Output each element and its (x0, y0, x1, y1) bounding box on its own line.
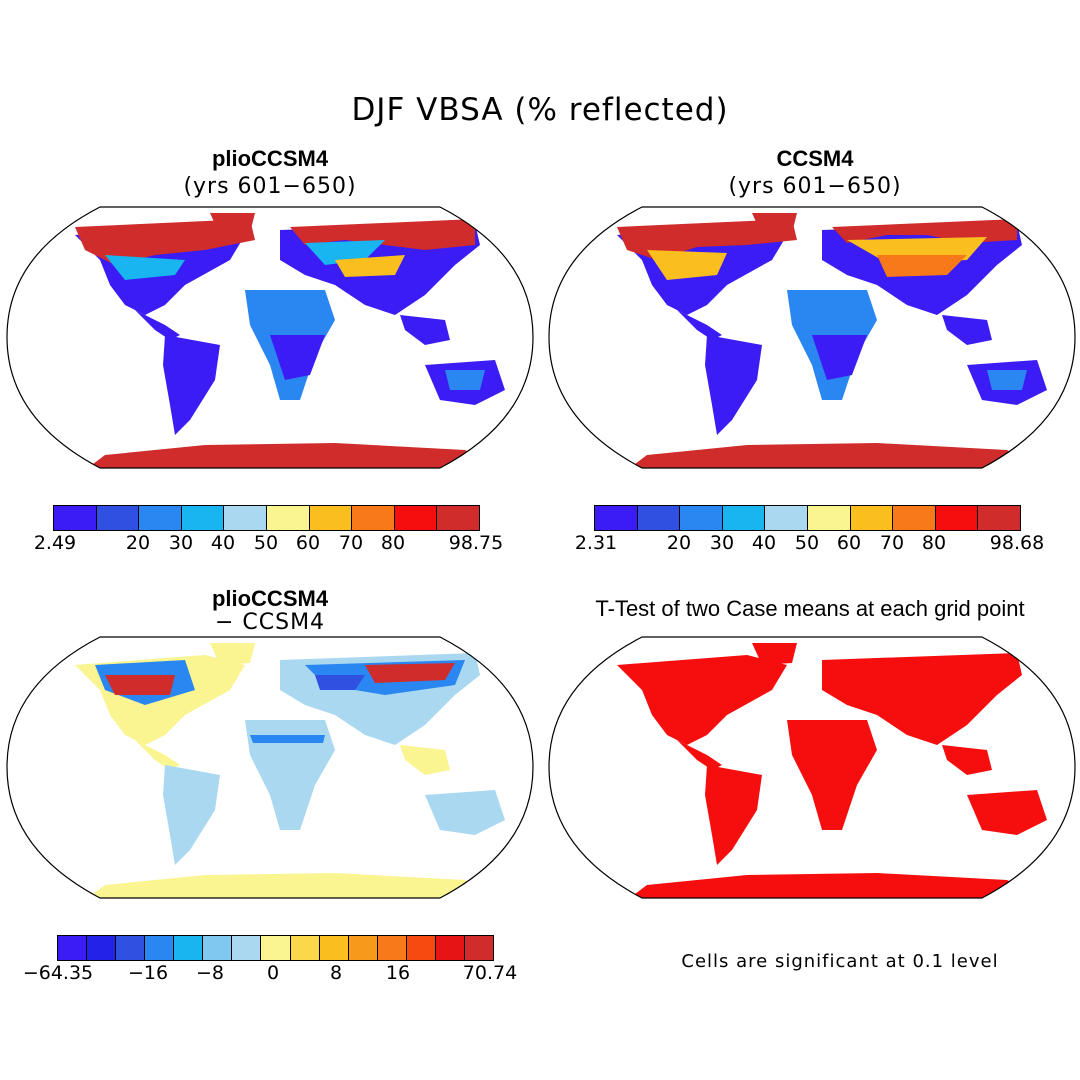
colorbar-tick: 0 (266, 962, 280, 984)
colorbar-cell (203, 936, 233, 960)
colorbar-tick: 60 (295, 532, 321, 554)
colorbar-tick: 2.49 (33, 532, 77, 554)
colorbar-tick: 40 (751, 532, 777, 554)
panel-subtitle-diff: − CCSM4 (214, 610, 326, 635)
colorbar-tick: 60 (836, 532, 862, 554)
colorbar-cell (266, 506, 310, 530)
colorbar-cell (435, 936, 465, 960)
panel-title-ccsm: CCSM4 (776, 146, 854, 171)
colorbar-tick: 16 (385, 962, 411, 984)
colorbar-cell (377, 936, 407, 960)
colorbar-cell (58, 936, 88, 960)
panel-title-plio: plioCCSM4 (211, 146, 329, 171)
colorbar-tick: 30 (709, 532, 735, 554)
colorbar-cell (893, 506, 936, 530)
colorbar-cell (595, 506, 638, 530)
colorbar-tick: 20 (666, 532, 692, 554)
colorbar-cell (464, 936, 493, 960)
colorbar-cell (181, 506, 225, 530)
colorbar-cell (680, 506, 723, 530)
colorbar-tick: −8 (195, 962, 225, 984)
colorbar-tick: −64.35 (22, 962, 94, 984)
colorbar-cell (978, 506, 1020, 530)
colorbar-ccsm (594, 505, 1021, 531)
panel-title-diff: plioCCSM4 (211, 586, 329, 611)
figure-title: DJF VBSA (% reflected) (351, 92, 729, 128)
colorbar-cell (352, 506, 395, 530)
colorbar-cell (722, 506, 766, 530)
colorbar-tick: 40 (210, 532, 236, 554)
panel-subtitle-ccsm: (yrs 601−650) (728, 174, 902, 199)
colorbar-tick: 50 (253, 532, 279, 554)
colorbar-tick: 70 (338, 532, 364, 554)
colorbar-tick: −16 (127, 962, 169, 984)
colorbar-tick: 2.31 (574, 532, 618, 554)
map-ccsm (548, 206, 1076, 469)
colorbar-cell (174, 936, 204, 960)
colorbar-cell (406, 936, 436, 960)
colorbar-cell (765, 506, 808, 530)
colorbar-cell (319, 936, 349, 960)
colorbar-cell (437, 506, 479, 530)
map-ttest (548, 636, 1076, 899)
colorbar-cell (935, 506, 979, 530)
colorbar-tick: 20 (125, 532, 151, 554)
panel-subtitle-plio: (yrs 601−650) (183, 174, 357, 199)
colorbar-cell (116, 936, 146, 960)
colorbar-cell (807, 506, 851, 530)
colorbar-cell (348, 936, 378, 960)
panel-title-ttest: T-Test of two Case means at each grid po… (595, 596, 1025, 621)
colorbar-tick: 98.68 (989, 532, 1045, 554)
map-diff (6, 636, 534, 899)
colorbar-cell (394, 506, 438, 530)
colorbar-plio (53, 505, 480, 531)
colorbar-cell (637, 506, 681, 530)
colorbar-tick: 80 (380, 532, 406, 554)
map-plio (6, 206, 534, 469)
colorbar-cell (54, 506, 97, 530)
colorbar-cell (290, 936, 320, 960)
significance-note: Cells are significant at 0.1 level (681, 951, 999, 972)
colorbar-tick: 70.74 (462, 962, 518, 984)
colorbar-cell (87, 936, 117, 960)
colorbar-cell (96, 506, 140, 530)
colorbar-tick: 30 (168, 532, 194, 554)
colorbar-cell (145, 936, 175, 960)
colorbar-cell (232, 936, 262, 960)
colorbar-tick: 50 (794, 532, 820, 554)
colorbar-cell (309, 506, 353, 530)
colorbar-tick: 98.75 (448, 532, 504, 554)
colorbar-tick: 8 (329, 962, 343, 984)
colorbar-cell (224, 506, 267, 530)
colorbar-cell (139, 506, 182, 530)
colorbar-cell (261, 936, 291, 960)
colorbar-tick: 70 (879, 532, 905, 554)
colorbar-cell (850, 506, 894, 530)
colorbar-diff (57, 935, 494, 961)
colorbar-tick: 80 (921, 532, 947, 554)
